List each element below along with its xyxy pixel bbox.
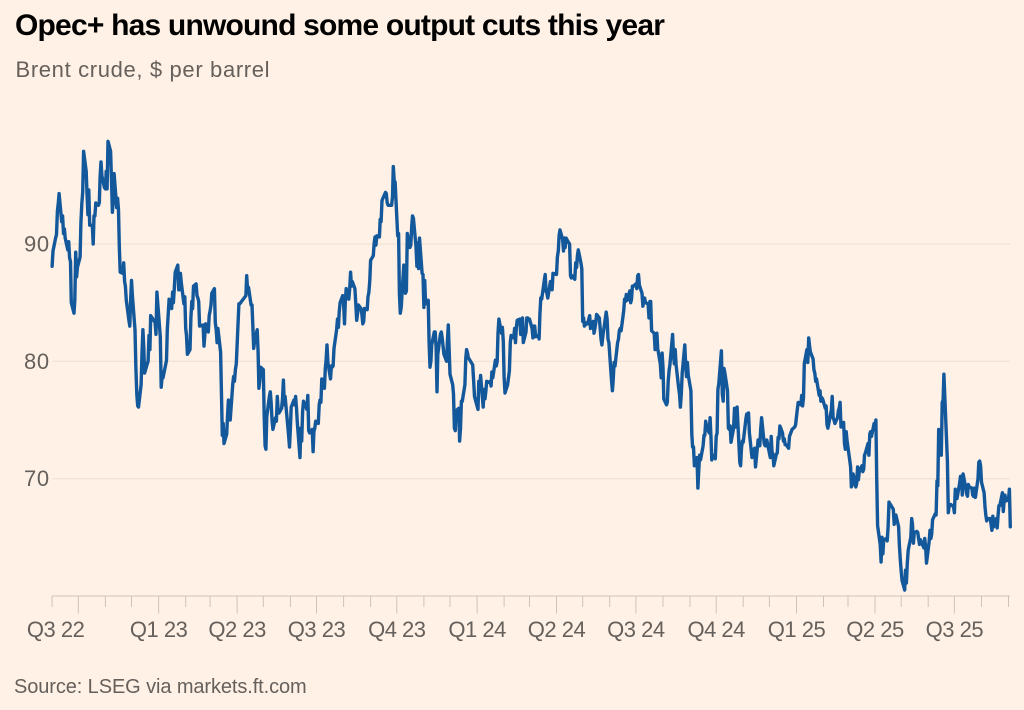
svg-text:Q2 23: Q2 23 <box>208 617 266 642</box>
svg-text:Q4 24: Q4 24 <box>687 617 745 642</box>
svg-text:Q1 24: Q1 24 <box>448 617 506 642</box>
svg-text:Brent crude, $ per barrel: Brent crude, $ per barrel <box>16 57 271 82</box>
svg-text:70: 70 <box>24 466 50 491</box>
svg-text:Source: LSEG via markets.ft.co: Source: LSEG via markets.ft.com <box>14 676 307 698</box>
svg-text:Q3 23: Q3 23 <box>288 617 346 642</box>
svg-text:Q3 22: Q3 22 <box>27 617 85 642</box>
svg-text:Q2 25: Q2 25 <box>846 617 904 642</box>
svg-text:90: 90 <box>24 232 50 257</box>
svg-text:Q1 25: Q1 25 <box>768 617 826 642</box>
svg-text:Q1 23: Q1 23 <box>130 617 188 642</box>
svg-text:Q4 23: Q4 23 <box>368 617 426 642</box>
svg-text:80: 80 <box>24 349 50 374</box>
svg-text:Q3 25: Q3 25 <box>926 617 984 642</box>
svg-text:Q2 24: Q2 24 <box>528 617 586 642</box>
svg-text:Opec+ has unwound some output: Opec+ has unwound some output cuts this … <box>15 9 665 42</box>
svg-text:Q3 24: Q3 24 <box>607 617 665 642</box>
